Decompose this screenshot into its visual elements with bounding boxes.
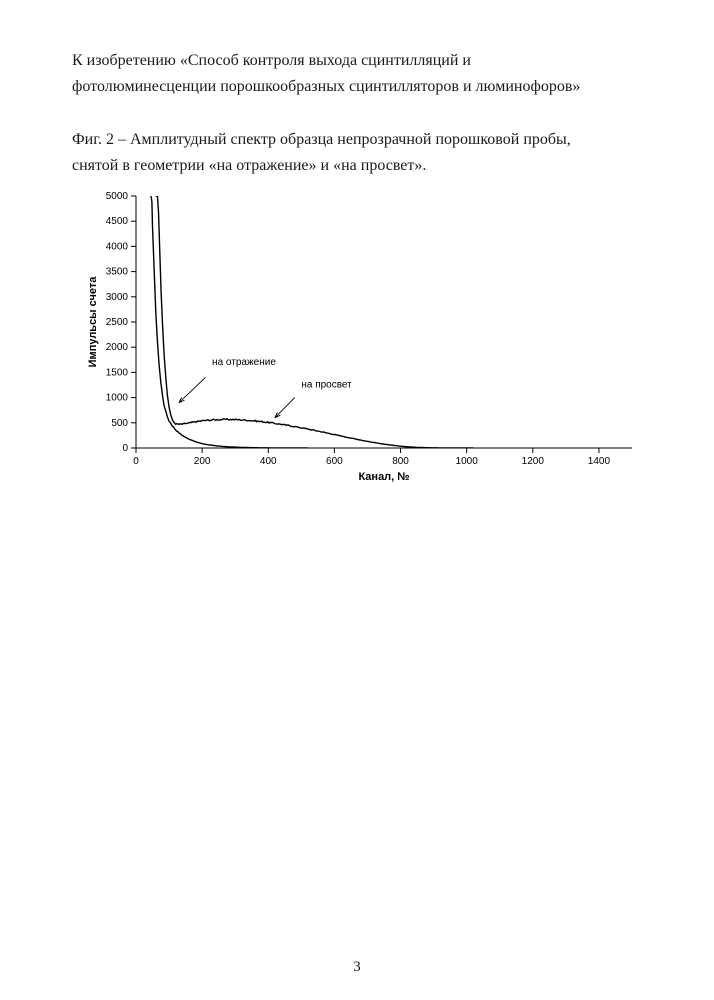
figure-caption: Фиг. 2 – Амплитудный спектр образца непр… [72, 127, 658, 178]
svg-text:600: 600 [326, 456, 343, 467]
page-number: 3 [0, 959, 714, 976]
invention-heading: К изобретению «Способ контроля выхода сц… [72, 48, 658, 99]
series-reflection [149, 196, 308, 449]
arrow-transmission [275, 398, 295, 418]
amplitude-spectrum-chart: 0500100015002000250030003500400045005000… [82, 188, 642, 488]
svg-text:Импульсы счета: Импульсы счета [87, 276, 99, 368]
page: К изобретению «Способ контроля выхода сц… [0, 0, 714, 1000]
svg-text:1400: 1400 [588, 456, 611, 467]
chart-container: 0500100015002000250030003500400045005000… [82, 188, 658, 488]
arrow-reflection [179, 378, 205, 403]
svg-text:1000: 1000 [106, 393, 129, 404]
svg-text:1200: 1200 [522, 456, 545, 467]
svg-text:0: 0 [122, 443, 128, 454]
svg-text:1500: 1500 [106, 368, 129, 379]
caption-line-1: Фиг. 2 – Амплитудный спектр образца непр… [72, 131, 571, 148]
series-transmission [156, 196, 474, 449]
series-label-reflection: на отражение [212, 357, 276, 368]
heading-line-2: фотолюминесценции порошкообразных сцинти… [72, 78, 580, 95]
svg-text:2500: 2500 [106, 317, 129, 328]
svg-text:1000: 1000 [456, 456, 479, 467]
svg-text:800: 800 [392, 456, 409, 467]
svg-text:4500: 4500 [106, 217, 129, 228]
series-label-transmission: на просвет [301, 380, 352, 391]
svg-text:4000: 4000 [106, 242, 129, 253]
svg-text:0: 0 [133, 456, 139, 467]
svg-text:3000: 3000 [106, 292, 129, 303]
caption-line-2: снятой в геометрии «на отражение» и «на … [72, 157, 426, 174]
svg-text:500: 500 [111, 418, 128, 429]
svg-text:Канал, №: Канал, № [358, 471, 409, 483]
svg-text:5000: 5000 [106, 191, 129, 202]
svg-text:2000: 2000 [106, 343, 129, 354]
heading-line-1: К изобретению «Способ контроля выхода сц… [72, 52, 471, 69]
svg-text:400: 400 [260, 456, 277, 467]
svg-text:3500: 3500 [106, 267, 129, 278]
svg-text:200: 200 [194, 456, 211, 467]
